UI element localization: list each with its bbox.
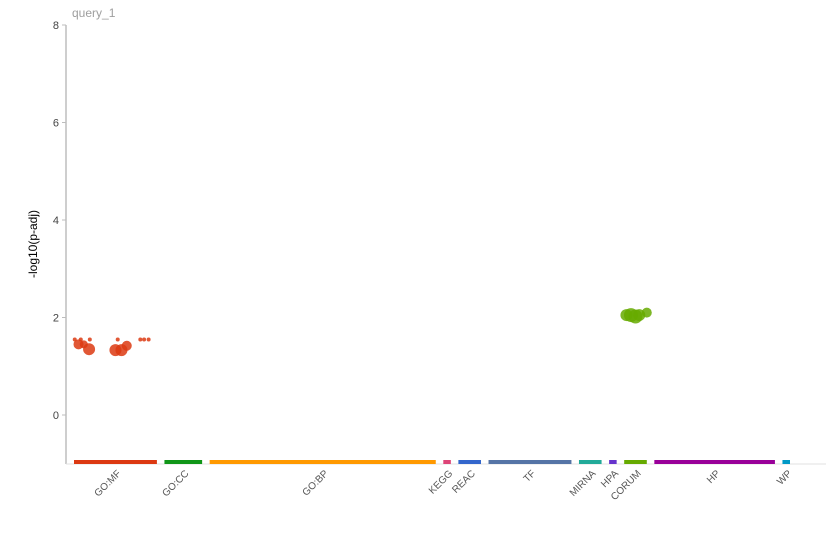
y-axis-title: -log10(p-adj): [26, 210, 40, 278]
source-label: HP: [705, 468, 723, 486]
source-bar: [654, 460, 775, 464]
source-label: KEGG: [427, 468, 455, 496]
source-label: GO:MF: [93, 468, 124, 499]
data-point[interactable]: [78, 337, 83, 342]
source-bar: [609, 460, 617, 464]
y-tick-label: 0: [53, 410, 59, 422]
data-point[interactable]: [87, 337, 92, 342]
data-point[interactable]: [138, 337, 143, 342]
source-bar: [578, 460, 602, 464]
source-label: MIRNA: [568, 468, 599, 499]
data-point[interactable]: [83, 343, 96, 356]
data-point[interactable]: [121, 340, 132, 351]
data-points: [72, 307, 652, 357]
source-bar: [624, 460, 647, 464]
source-bars: [74, 460, 790, 464]
source-bar: [209, 460, 436, 464]
data-point[interactable]: [115, 337, 120, 342]
source-label: WP: [775, 468, 794, 487]
y-tick-label: 8: [53, 20, 59, 32]
y-ticks: 0 2 4 6 8: [53, 20, 66, 422]
source-label: TF: [522, 468, 538, 484]
y-tick-label: 6: [53, 118, 59, 130]
source-label: GO:BP: [301, 468, 331, 498]
y-tick-label: 2: [53, 313, 59, 325]
source-bar: [782, 460, 790, 464]
source-bar: [443, 460, 451, 464]
source-bar: [458, 460, 481, 464]
data-point[interactable]: [146, 337, 151, 342]
source-bar: [74, 460, 157, 464]
data-point[interactable]: [142, 337, 147, 342]
source-bar: [164, 460, 203, 464]
source-bar: [488, 460, 572, 464]
source-label: GO:CC: [160, 468, 191, 499]
source-label: REAC: [450, 468, 477, 495]
query-label: query_1: [72, 6, 116, 20]
data-point[interactable]: [641, 307, 652, 318]
y-tick-label: 4: [53, 215, 59, 227]
